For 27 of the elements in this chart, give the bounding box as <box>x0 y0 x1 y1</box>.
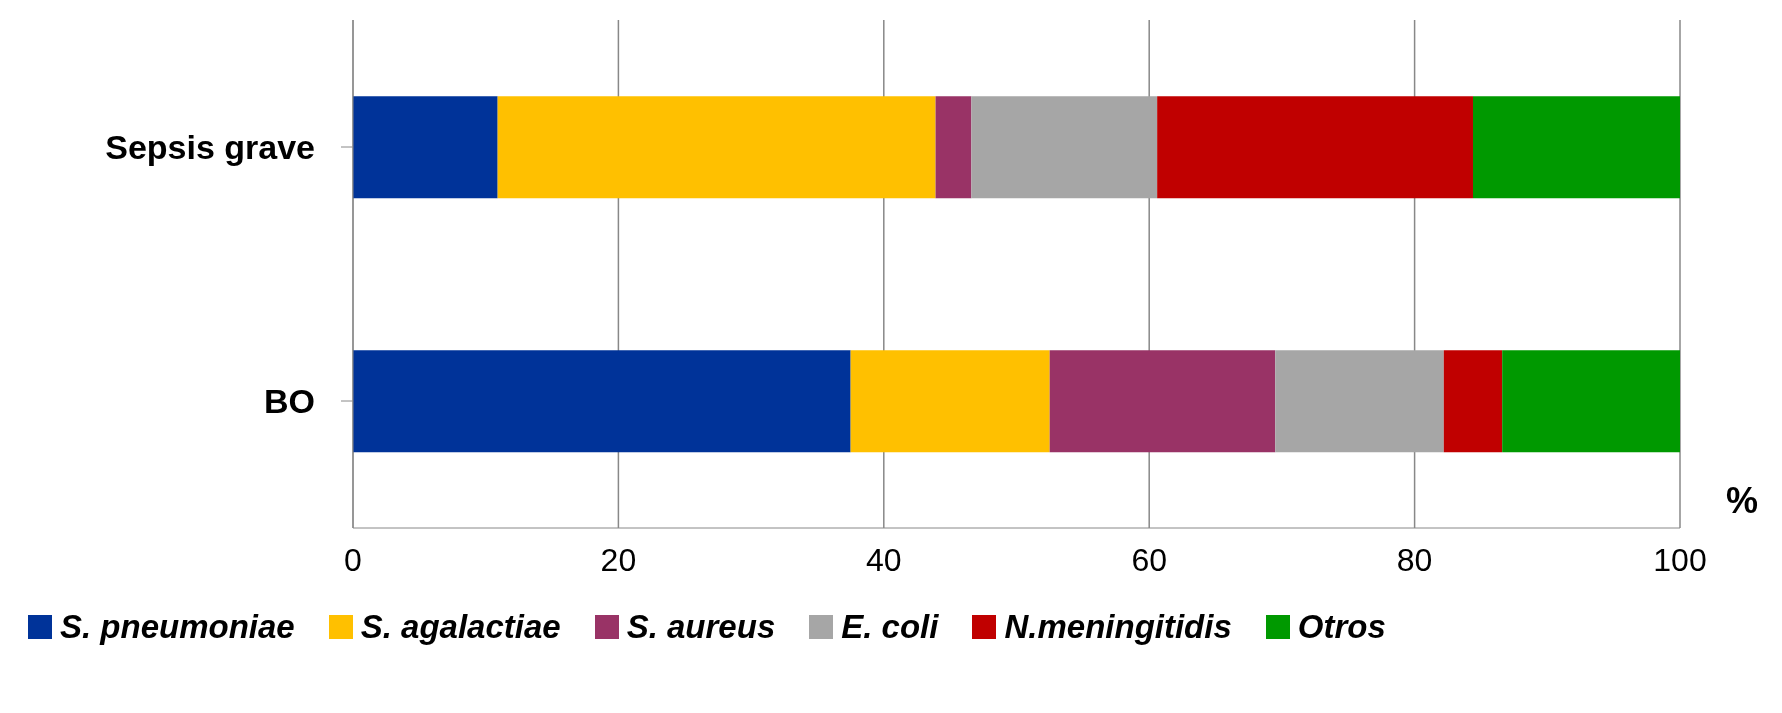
bar <box>1049 350 1276 453</box>
legend-label: E. coli <box>841 608 939 646</box>
bar <box>850 350 1050 453</box>
x-tick-label: 40 <box>866 541 902 578</box>
bar <box>1275 350 1444 453</box>
legend-label: S. agalactiae <box>360 608 561 646</box>
bar <box>1502 350 1680 453</box>
x-axis-title: % <box>1725 480 1758 522</box>
y-tick-label: BO <box>264 382 315 421</box>
x-tick-label: 20 <box>600 541 637 578</box>
bar <box>353 350 851 453</box>
x-tick-label: 0 <box>344 541 362 578</box>
bar <box>353 96 498 199</box>
bar <box>1472 96 1680 199</box>
legend-label: N.meningitidis <box>1004 608 1232 646</box>
legend-label: S. pneumoniae <box>60 608 295 646</box>
bar <box>971 96 1158 199</box>
x-tick-label: 100 <box>1653 541 1707 578</box>
y-tick-label: Sepsis grave <box>105 128 315 167</box>
x-tick-label: 80 <box>1396 541 1433 578</box>
legend-label: Otros <box>1297 608 1386 646</box>
legend-label: S. aureus <box>626 608 776 646</box>
bar <box>1443 350 1503 453</box>
bar <box>935 96 972 199</box>
x-tick-label: 60 <box>1131 541 1167 578</box>
bar <box>1157 96 1473 199</box>
bar <box>497 96 936 199</box>
